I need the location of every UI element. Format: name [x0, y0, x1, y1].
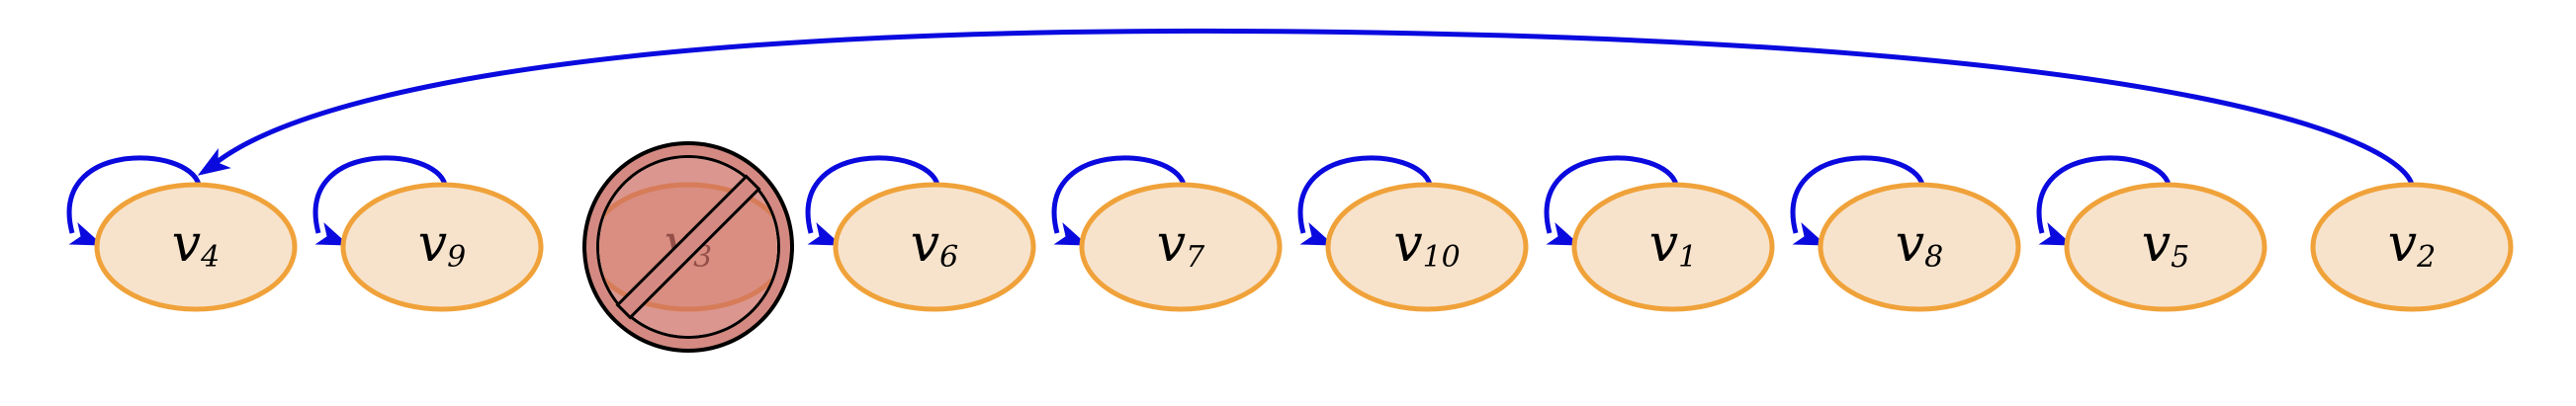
- node-label-subscript: 10: [1423, 240, 1461, 275]
- node-label-base: v: [1393, 214, 1422, 274]
- node-ellipse: [94, 182, 298, 312]
- node-label: v7: [1157, 214, 1205, 275]
- forbidden-icon: v3: [582, 141, 794, 353]
- self-loop-v8: [1790, 155, 1925, 246]
- node-v8: v8: [1818, 182, 2021, 312]
- self-loop-v7: [1051, 155, 1187, 246]
- node-label-subscript: 6: [939, 240, 958, 275]
- self-loop-path: [1051, 155, 1187, 234]
- self-loop-arrowhead: [314, 222, 350, 246]
- edge-arrowhead: [197, 147, 231, 176]
- node-label-base: v: [2142, 214, 2171, 274]
- node-v1: v1: [1571, 182, 1775, 312]
- edge-path: [209, 28, 2415, 186]
- forbidden-slash: [615, 174, 761, 320]
- self-loop-arrowhead: [1053, 222, 1089, 246]
- self-loop-v6: [805, 155, 940, 246]
- self-loop-v1: [1544, 155, 1679, 246]
- node-v4: v4: [94, 182, 298, 312]
- self-loop-path: [1790, 155, 1925, 234]
- node-label-base: v: [1157, 214, 1186, 274]
- node-ellipse: [340, 182, 544, 312]
- self-loop-arrowhead: [1546, 222, 1581, 246]
- node-label-subscript: 8: [1924, 240, 1943, 275]
- node-label: v1: [1649, 214, 1697, 275]
- self-loop-path: [805, 155, 940, 234]
- node-label-base: v: [1896, 214, 1924, 274]
- node-v5: v5: [2064, 182, 2267, 312]
- self-loop-path: [1544, 155, 1679, 234]
- node-label-base: v: [1649, 214, 1678, 274]
- node-label: v4: [172, 214, 220, 275]
- nodes-layer: v4v9v3v6v7v10v1v8v5v2: [94, 182, 2514, 312]
- node-label-base: v: [911, 214, 939, 274]
- node-label-subscript: 5: [2171, 240, 2189, 275]
- self-loop-arrowhead: [68, 222, 104, 246]
- edges-layer: [66, 28, 2415, 246]
- self-loop-path: [312, 155, 448, 234]
- node-label-subscript: 9: [447, 240, 466, 275]
- node-label-subscript: 4: [200, 240, 220, 275]
- node-label: v8: [1896, 214, 1943, 275]
- self-loop-v4: [66, 155, 202, 246]
- self-loop-arrowhead: [807, 222, 843, 246]
- self-loop-path: [1297, 155, 1433, 234]
- node-label-base: v: [172, 214, 201, 274]
- edge-v2-to-v4: [197, 28, 2415, 186]
- node-v7: v7: [1079, 182, 1283, 312]
- node-label-base: v: [418, 214, 447, 274]
- node-label-base: v: [2388, 214, 2417, 274]
- node-v6: v6: [833, 182, 1036, 312]
- node-v2: v2: [2310, 182, 2514, 312]
- self-loop-path: [2036, 155, 2172, 234]
- node-label: v10: [1393, 214, 1461, 275]
- node-ellipse: [2310, 182, 2514, 312]
- node-label-subscript: 2: [2416, 240, 2436, 275]
- self-loop-v9: [312, 155, 448, 246]
- node-ellipse: [2064, 182, 2267, 312]
- self-loop-v5: [2036, 155, 2172, 246]
- overlay-layer: v3: [582, 141, 794, 353]
- node-label: v5: [2142, 214, 2189, 275]
- self-loop-arrowhead: [1299, 222, 1335, 246]
- node-v10: v10: [1325, 182, 1529, 312]
- node-ellipse: [1818, 182, 2021, 312]
- node-label: v2: [2388, 214, 2436, 275]
- node-label-subscript: 1: [1678, 240, 1697, 275]
- self-loop-arrowhead: [2038, 222, 2074, 246]
- node-label-subscript: 7: [1186, 240, 1205, 275]
- node-label: v6: [911, 214, 958, 275]
- node-ellipse: [1325, 182, 1529, 312]
- node-label: v9: [418, 214, 466, 275]
- self-loop-path: [66, 155, 202, 234]
- self-loop-arrowhead: [1792, 222, 1827, 246]
- node-ellipse: [833, 182, 1036, 312]
- node-ellipse: [1571, 182, 1775, 312]
- node-ellipse: [1079, 182, 1283, 312]
- node-v9: v9: [340, 182, 544, 312]
- self-loop-v10: [1297, 155, 1433, 246]
